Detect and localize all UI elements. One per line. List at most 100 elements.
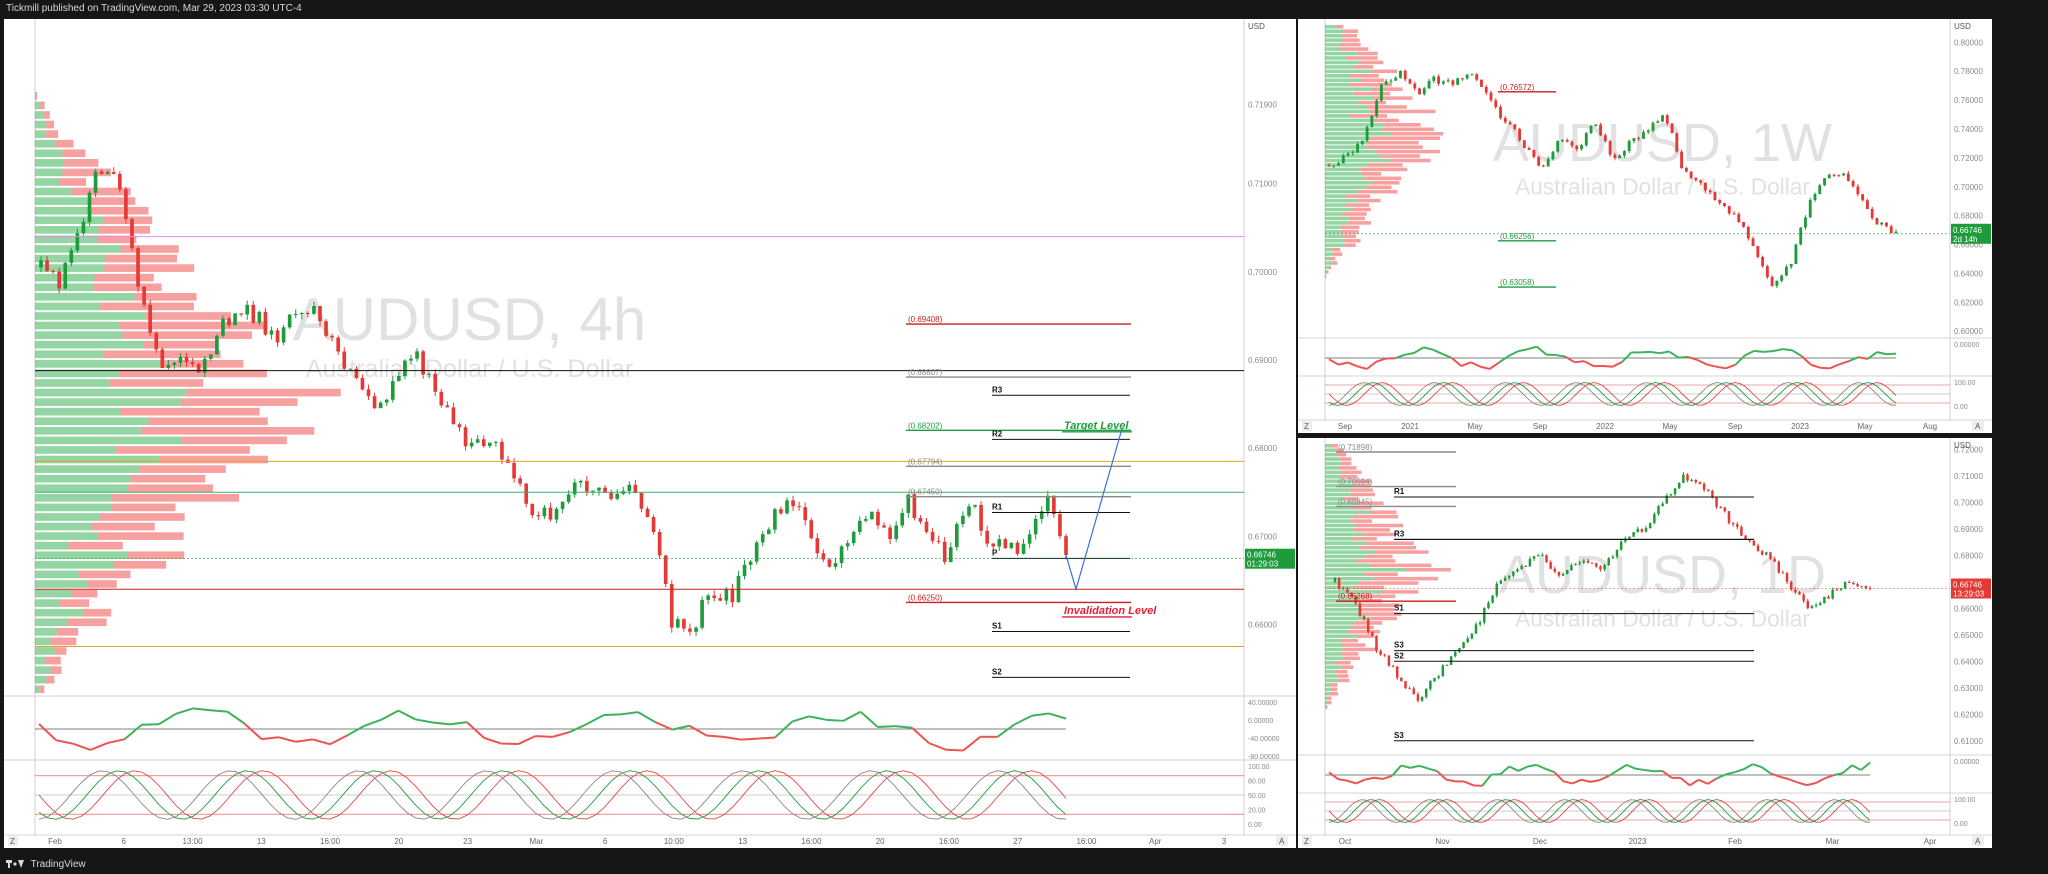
- candle-body: [548, 507, 553, 520]
- candle-body: [773, 509, 777, 530]
- candle-body: [1360, 140, 1364, 145]
- candle-body: [1465, 74, 1469, 79]
- candle-body: [1860, 586, 1863, 588]
- candle-body: [1684, 167, 1688, 172]
- volume-profile-up-bar: [1325, 444, 1332, 448]
- candle-body: [1770, 276, 1774, 286]
- volume-profile-down-bar: [114, 561, 167, 569]
- candle-body: [433, 373, 438, 392]
- watermark-subtitle: Australian Dollar / U.S. Dollar: [1515, 605, 1810, 631]
- volume-profile-up-bar: [35, 637, 51, 646]
- candle-body: [1642, 132, 1645, 139]
- oscillator-line: [1668, 350, 1680, 359]
- volume-profile-down-bar: [44, 656, 61, 665]
- oscillator-line: [1612, 361, 1623, 368]
- candle-body: [1880, 222, 1884, 225]
- candle-body: [1794, 244, 1798, 265]
- candle-body: [269, 330, 274, 335]
- candle-body: [651, 517, 656, 533]
- candle-body: [1478, 622, 1482, 625]
- candle-body: [1362, 616, 1366, 620]
- oscillator-line: [1423, 346, 1434, 351]
- volume-profile-up-bar: [1325, 497, 1344, 501]
- candle-body: [1885, 222, 1888, 227]
- candle-body: [1015, 542, 1020, 554]
- candle-body: [1613, 154, 1617, 158]
- price-axis-tick: 0.66000: [1954, 241, 1983, 250]
- volume-profile-down-bar: [118, 369, 267, 378]
- volume-profile-down-bar: [67, 618, 107, 627]
- fib-level-label: (0.68202): [908, 421, 943, 430]
- volume-profile-up-bar: [1325, 705, 1327, 709]
- candle-body: [1575, 145, 1579, 150]
- price-axis-tick: 0.71900: [1248, 100, 1277, 109]
- volume-profile-up-bar: [1325, 665, 1342, 669]
- oscillator-line: [415, 718, 433, 724]
- candle-body: [1589, 126, 1593, 134]
- candle-body: [1437, 676, 1440, 678]
- time-axis-tick: 20: [394, 837, 403, 846]
- candle-body: [1389, 80, 1393, 82]
- candle-body: [318, 305, 322, 322]
- volume-profile-up-bar: [1325, 105, 1368, 109]
- chart-panel-4h[interactable]: AUDUSD, 4h Australian Dollar / U.S. Dolla…: [4, 19, 1296, 848]
- candle-body: [1327, 165, 1331, 167]
- volume-profile-down-bar: [1360, 60, 1384, 65]
- volume-profile-down-bar: [1366, 541, 1414, 545]
- oscillator-line: [826, 718, 844, 722]
- candle-body: [1751, 238, 1755, 247]
- time-axis-tick: 20: [876, 837, 885, 846]
- oscillator-line: [192, 707, 211, 712]
- oscillator-line: [1432, 348, 1443, 355]
- candle-body: [1437, 76, 1441, 84]
- time-axis-tick: Feb: [48, 837, 62, 846]
- volume-profile-down-bar: [1332, 261, 1338, 265]
- oscillator-line: [1734, 768, 1745, 774]
- price-axis-tick: 0.69000: [1248, 356, 1277, 365]
- volume-profile-down-bar: [1344, 203, 1370, 207]
- volume-profile-down-bar: [1345, 194, 1371, 198]
- volume-profile-up-bar: [1325, 82, 1350, 87]
- candle-body: [542, 507, 547, 517]
- volume-profile-down-bar: [1329, 692, 1339, 696]
- candle-body: [1699, 180, 1703, 183]
- candle-body: [1499, 580, 1503, 584]
- candle-body: [1835, 589, 1839, 591]
- candle-body: [833, 563, 838, 567]
- price-tag: [1245, 548, 1295, 569]
- oscillator-line: [483, 736, 502, 745]
- chart-panel-1w[interactable]: AUDUSD, 1W Australian Dollar / U.S. Dolla…: [1298, 19, 1992, 433]
- volume-profile-up-bar: [35, 513, 100, 521]
- candle-body: [706, 595, 710, 600]
- price-axis-tick: 0.62000: [1954, 710, 1983, 719]
- candle-body: [1823, 596, 1826, 604]
- oscillator-line: [1338, 361, 1349, 366]
- candle-body: [366, 389, 371, 397]
- candle-body: [154, 332, 159, 350]
- price-axis-tick: 0.68000: [1248, 444, 1277, 453]
- candle-body: [1773, 558, 1776, 562]
- candle-body: [1632, 532, 1635, 537]
- candle-body: [1808, 200, 1812, 218]
- stochastic-line: [1328, 799, 1871, 823]
- chart-panel-1d[interactable]: AUDUSD, 1D Australian Dollar / U.S. Dolla…: [1298, 438, 1992, 848]
- candle-body: [1408, 79, 1412, 84]
- volume-profile-up-bar: [35, 350, 104, 359]
- time-axis-tick: Feb: [1728, 837, 1742, 846]
- candle-body: [712, 595, 717, 599]
- candle-body: [1804, 217, 1807, 228]
- volume-profile-down-bar: [89, 197, 136, 205]
- oscillator-line: [1824, 774, 1835, 780]
- candle-body: [1861, 194, 1865, 201]
- candle-body: [748, 561, 753, 565]
- candle-body: [1646, 130, 1650, 133]
- candle-body: [936, 540, 941, 542]
- time-axis-tick: Sep: [1728, 422, 1743, 431]
- fib-level-label: (0.69408): [908, 315, 943, 324]
- volume-profile-up-bar: [35, 599, 61, 607]
- volume-profile-down-bar: [1374, 550, 1429, 554]
- volume-profile-down-bar: [122, 331, 252, 339]
- stochastic-line: [38, 770, 1067, 820]
- volume-profile-up-bar: [1325, 652, 1341, 656]
